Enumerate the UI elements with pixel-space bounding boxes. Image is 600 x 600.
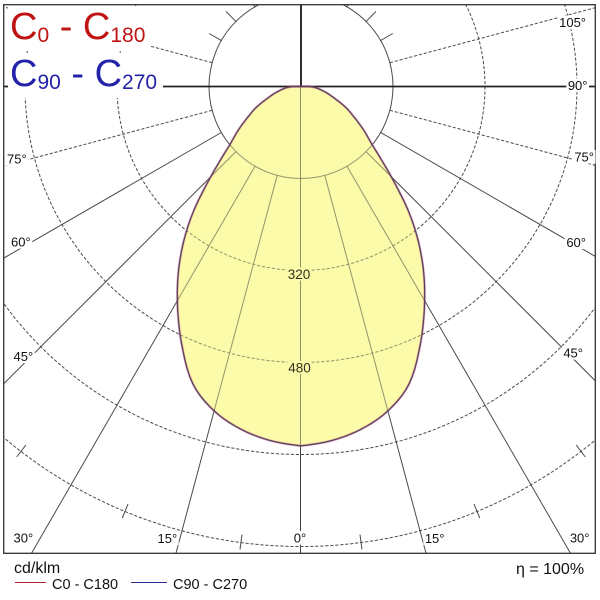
svg-text:30°: 30°	[570, 531, 590, 546]
svg-text:60°: 60°	[11, 235, 31, 250]
svg-text:15°: 15°	[425, 531, 445, 546]
svg-text:30°: 30°	[14, 531, 34, 546]
svg-text:105°: 105°	[559, 15, 586, 30]
svg-text:75°: 75°	[574, 150, 594, 165]
svg-text:90°: 90°	[568, 78, 588, 93]
svg-text:45°: 45°	[14, 349, 34, 364]
svg-text:15°: 15°	[158, 531, 178, 546]
svg-text:0°: 0°	[294, 531, 306, 546]
svg-text:480: 480	[288, 361, 311, 376]
svg-text:75°: 75°	[7, 152, 27, 167]
svg-text:320: 320	[288, 267, 311, 282]
svg-text:60°: 60°	[566, 235, 586, 250]
svg-text:45°: 45°	[563, 346, 583, 361]
